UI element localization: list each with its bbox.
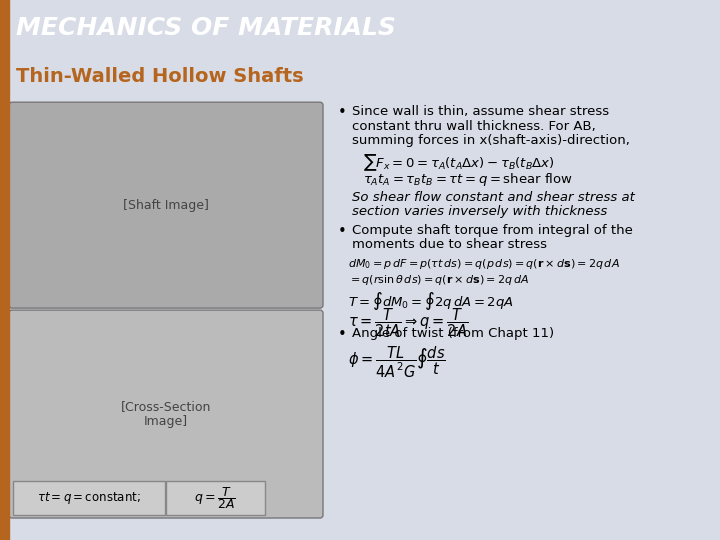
Text: •: •: [338, 327, 347, 342]
Text: $dM_0 = p\,dF = p(\tau t\,ds) = q(p\,ds) = q(\mathbf{r}\times d\mathbf{s}) = 2q\: $dM_0 = p\,dF = p(\tau t\,ds) = q(p\,ds)…: [348, 256, 620, 271]
Text: $q = \dfrac{T}{2A}$: $q = \dfrac{T}{2A}$: [194, 485, 236, 511]
Text: Thin-Walled Hollow Shafts: Thin-Walled Hollow Shafts: [16, 68, 303, 86]
Text: constant thru wall thickness. For AB,: constant thru wall thickness. For AB,: [352, 120, 595, 133]
Text: $\phi = \dfrac{TL}{4A^2G}\oint \dfrac{ds}{t}$: $\phi = \dfrac{TL}{4A^2G}\oint \dfrac{ds…: [348, 345, 446, 380]
Text: $\tau_A t_A = \tau_B t_B = \tau t = q = \mathrm{shear\ flow}$: $\tau_A t_A = \tau_B t_B = \tau t = q = …: [363, 171, 573, 188]
Text: section varies inversely with thickness: section varies inversely with thickness: [352, 205, 607, 218]
Text: $\tau = \dfrac{T}{2tA} \Rightarrow q = \dfrac{T}{2A}$: $\tau = \dfrac{T}{2tA} \Rightarrow q = \…: [348, 306, 468, 339]
Bar: [0, 0, 9, 57]
Text: MECHANICS OF MATERIALS: MECHANICS OF MATERIALS: [16, 16, 396, 40]
Text: moments due to shear stress: moments due to shear stress: [352, 238, 547, 251]
Text: •: •: [338, 105, 347, 120]
FancyBboxPatch shape: [13, 481, 165, 515]
Bar: [0, 57, 9, 97]
Text: [Cross-Section
Image]: [Cross-Section Image]: [121, 400, 211, 428]
Text: So shear flow constant and shear stress at: So shear flow constant and shear stress …: [352, 191, 635, 204]
Text: [Shaft Image]: [Shaft Image]: [123, 199, 209, 212]
FancyBboxPatch shape: [9, 310, 323, 518]
Text: Since wall is thin, assume shear stress: Since wall is thin, assume shear stress: [352, 105, 609, 118]
Text: Compute shaft torque from integral of the: Compute shaft torque from integral of th…: [352, 224, 633, 237]
Text: $\sum F_x = 0 = \tau_A(t_A\Delta x) - \tau_B(t_B\Delta x)$: $\sum F_x = 0 = \tau_A(t_A\Delta x) - \t…: [363, 153, 555, 173]
Text: summing forces in x(shaft-axis)-direction,: summing forces in x(shaft-axis)-directio…: [352, 134, 630, 147]
Text: $T = \oint dM_0 = \oint 2q\,dA = 2qA$: $T = \oint dM_0 = \oint 2q\,dA = 2qA$: [348, 289, 514, 312]
Bar: [0, 97, 9, 540]
FancyBboxPatch shape: [9, 102, 323, 308]
Text: Angle of twist (from Chapt 11): Angle of twist (from Chapt 11): [352, 327, 554, 340]
Text: •: •: [338, 224, 347, 239]
Text: $\tau t = q = \mathrm{constant;}$: $\tau t = q = \mathrm{constant;}$: [37, 490, 141, 506]
FancyBboxPatch shape: [166, 481, 265, 515]
Text: $= q(r\sin\theta\,ds) = q(\mathbf{r}\times d\mathbf{s}) = 2q\,dA$: $= q(r\sin\theta\,ds) = q(\mathbf{r}\tim…: [348, 273, 529, 287]
